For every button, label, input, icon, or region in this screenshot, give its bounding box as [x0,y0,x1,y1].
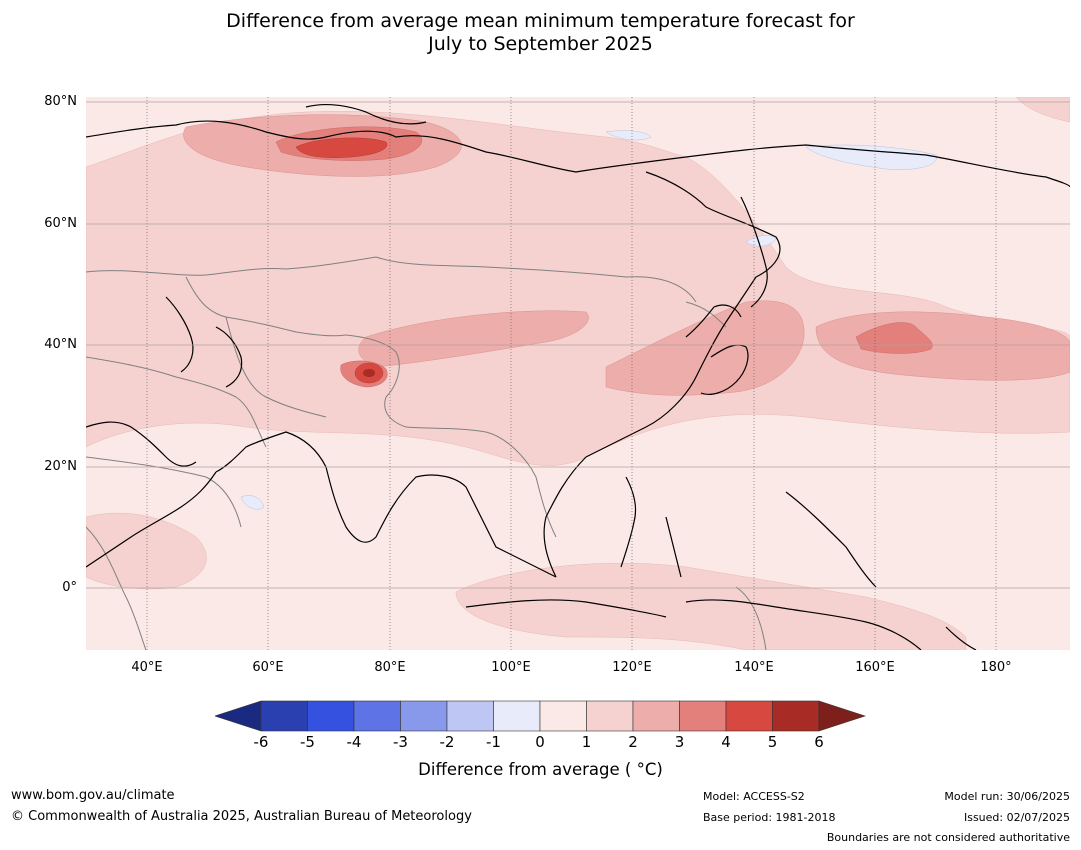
colorbar-cell [772,700,820,732]
lat-label-80n: 80°N [44,94,77,109]
colorbar-cell [446,700,494,732]
colorbar-cell [353,700,401,732]
colorbar-cell [493,700,541,732]
colorbar-tick-label: 0 [535,733,545,751]
colorbar-cell [400,700,448,732]
colorbar-tick-label: -6 [253,733,269,751]
colorbar-extend-low [215,700,262,732]
country-borders [86,256,767,650]
latitude-lines [86,101,1070,589]
lon-label-100e: 100°E [491,660,531,675]
colorbar-tick-label: -4 [346,733,362,751]
issued-date: Issued: 02/07/2025 [963,811,1070,824]
colorbar-cell [539,700,587,732]
lat-label-40n: 40°N [44,337,77,352]
colorbar-cell [679,700,727,732]
lat-label-0: 0° [62,580,77,595]
colorbar-tick-label: -2 [439,733,455,751]
lon-label-60e: 60°E [252,660,284,675]
colorbar-cell [632,700,680,732]
colorbar-tick-label: -1 [486,733,501,751]
lon-label-140e: 140°E [734,660,774,675]
lon-label-40e: 40°E [131,660,163,675]
colorbar-tick-label: 1 [581,733,592,751]
colorbar-tick-label: 2 [628,733,638,751]
colorbar-tick-label: 3 [674,733,685,751]
anomaly-minus1-to-0-regions [240,130,937,510]
lon-label-80e: 80°E [374,660,406,675]
colorbar-extend-high [818,700,866,732]
base-period: Base period: 1981-2018 [703,811,836,824]
colorbar-tick-label: 4 [721,733,731,751]
colorbar-tick-label: 6 [814,733,824,751]
colorbar-cell [307,700,355,732]
lat-label-20n: 20°N [44,459,77,474]
map-title-line-1: Difference from average mean minimum tem… [226,10,855,32]
anomaly-1-to-2-regions [86,97,1070,650]
boundary-disclaimer: Boundaries are not considered authoritat… [826,831,1070,844]
model-name: Model: ACCESS-S2 [703,790,805,803]
coastlines [86,103,1070,650]
colorbar-tick-label: -5 [300,733,315,751]
colorbar-cell [586,700,634,732]
model-run-date: Model run: 30/06/2025 [944,790,1070,803]
forecast-map [86,97,1070,650]
colorbar-tick-label: 5 [767,733,778,751]
lat-label-60n: 60°N [44,216,77,231]
copyright-text: © Commonwealth of Australia 2025, Austra… [11,809,472,824]
lon-label-120e: 120°E [612,660,652,675]
lon-label-180: 180° [980,660,1012,675]
map-title-line-2: July to September 2025 [428,33,653,55]
lon-label-160e: 160°E [855,660,895,675]
colorbar-cell [725,700,773,732]
colorbar-cell [260,700,308,732]
gridlines [146,97,997,650]
colorbar-label: Difference from average ( °C) [418,760,663,779]
colorbar [215,700,866,732]
website-link[interactable]: www.bom.gov.au/climate [11,788,175,803]
colorbar-tick-label: -3 [393,733,408,751]
anomaly-5-to-6-core [363,369,375,377]
